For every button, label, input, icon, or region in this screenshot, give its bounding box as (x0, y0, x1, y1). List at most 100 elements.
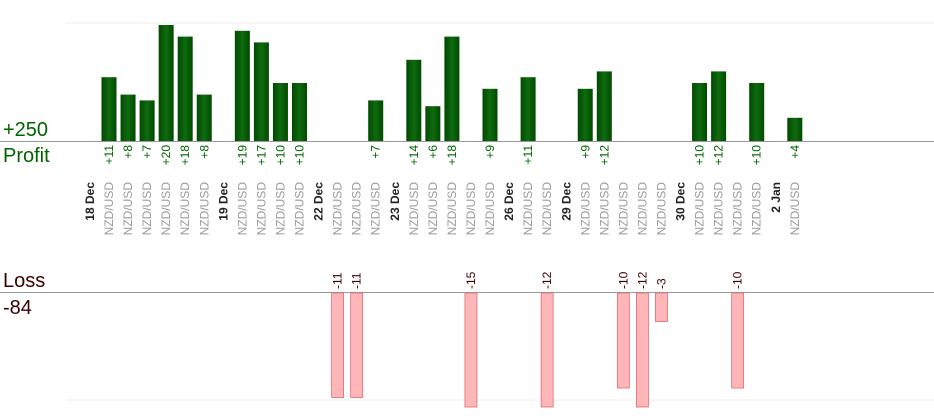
pair-label: NZD/USD (293, 182, 307, 236)
pair-label: NZD/USD (426, 182, 440, 236)
pair-label: NZD/USD (235, 182, 249, 236)
trade-value-label: -3 (654, 278, 668, 289)
date-label: 26 Dec (502, 182, 516, 221)
trade-value-label: -15 (464, 271, 478, 289)
pair-label: NZD/USD (616, 182, 630, 236)
chart-marks: 18 Dec NZD/USD +11 NZD/USD +8 NZD/USD +7 NZD/US… (83, 25, 803, 408)
trade-value-label: +8 (197, 145, 211, 159)
loss-bar (636, 292, 649, 408)
profit-bar (234, 30, 250, 141)
date-label: 18 Dec (83, 182, 97, 221)
pair-label: NZD/USD (693, 182, 707, 236)
pair-label: NZD/USD (483, 182, 497, 236)
profit-bar (253, 42, 269, 141)
date-label: 29 Dec (559, 182, 573, 221)
profit-bar (196, 94, 212, 141)
pair-label: NZD/USD (197, 182, 211, 236)
trade-value-label: +11 (102, 145, 116, 165)
trade-value-label: +19 (235, 145, 249, 166)
profit-bar (711, 71, 727, 141)
pair-label: NZD/USD (178, 182, 192, 236)
pair-label: NZD/USD (540, 182, 554, 236)
pair-label: NZD/USD (712, 182, 726, 236)
pair-label: NZD/USD (597, 182, 611, 236)
trade-value-label: +10 (273, 145, 287, 166)
trade-value-label: +7 (140, 145, 154, 159)
trade-value-label: +12 (712, 145, 726, 166)
profit-bar (692, 83, 708, 141)
profit-bar (158, 25, 174, 141)
profit-bar (272, 83, 288, 141)
pair-label: NZD/USD (654, 182, 668, 236)
profit-bar (120, 94, 136, 141)
pair-label: NZD/USD (102, 182, 116, 236)
profit-bar (101, 77, 117, 141)
trade-value-label: +20 (159, 145, 173, 166)
pair-label: NZD/USD (331, 182, 345, 236)
trade-value-label: +11 (521, 145, 535, 165)
pair-label: NZD/USD (369, 182, 383, 236)
trade-value-label: +10 (693, 145, 707, 166)
trade-value-label: -10 (616, 271, 630, 289)
date-label: 22 Dec (312, 182, 326, 221)
profit-bar (520, 77, 536, 141)
profit-bar (577, 88, 593, 141)
trade-value-label: +14 (407, 145, 421, 166)
profit-bar (139, 100, 155, 141)
loss-bar (616, 292, 630, 389)
trade-value-label: +10 (293, 145, 307, 166)
pair-label: NZD/USD (254, 182, 268, 236)
trade-value-label: +4 (788, 145, 802, 159)
date-label: 23 Dec (388, 182, 402, 221)
trade-value-label: +9 (578, 145, 592, 159)
pair-label: NZD/USD (407, 182, 421, 236)
trade-value-label: +12 (597, 145, 611, 166)
profit-bar (292, 83, 307, 141)
trade-value-label: +9 (483, 145, 497, 159)
pair-label: NZD/USD (731, 182, 745, 236)
profit-bar (482, 88, 498, 141)
loss-total: -84 (3, 297, 32, 319)
pair-label: NZD/USD (464, 182, 478, 236)
trade-value-label: -12 (540, 271, 554, 289)
profit-bar (425, 106, 441, 141)
loss-bar (350, 292, 364, 398)
trade-value-label: +10 (750, 145, 764, 166)
pair-label: NZD/USD (121, 182, 135, 236)
date-label: 19 Dec (216, 182, 230, 221)
profit-bar (749, 83, 765, 141)
pair-label: NZD/USD (750, 182, 764, 236)
trade-value-label: +18 (445, 145, 459, 166)
loss-bar (464, 292, 478, 408)
date-label: 30 Dec (674, 182, 688, 221)
profit-label: Profit (3, 145, 50, 167)
trade-value-label: -11 (350, 272, 364, 289)
profit-bar (368, 100, 384, 141)
pair-label: NZD/USD (521, 182, 535, 236)
trade-value-label: +7 (369, 145, 383, 159)
trade-value-label: +17 (254, 145, 268, 166)
pair-label: NZD/USD (140, 182, 154, 236)
loss-bar (540, 292, 554, 408)
trade-value-label: -12 (635, 271, 649, 289)
pair-label: NZD/USD (273, 182, 287, 236)
profit-bar (596, 71, 612, 141)
pair-label: NZD/USD (445, 182, 459, 236)
profit-total: +250 (3, 119, 49, 141)
pair-label: NZD/USD (635, 182, 649, 236)
loss-bar (655, 292, 668, 322)
pair-label: NZD/USD (350, 182, 364, 236)
profit-bar (177, 36, 193, 141)
pair-label: NZD/USD (159, 182, 173, 236)
trade-value-label: -11 (331, 272, 345, 289)
profit-bar (444, 36, 460, 141)
profit-bar (787, 117, 803, 141)
trade-value-label: -10 (731, 271, 745, 289)
trade-value-label: +8 (121, 145, 135, 159)
trade-value-label: +18 (178, 145, 192, 166)
pair-label: NZD/USD (788, 182, 802, 236)
pair-label: NZD/USD (578, 182, 592, 236)
loss-bar (731, 292, 745, 389)
loss-bar (331, 292, 345, 398)
